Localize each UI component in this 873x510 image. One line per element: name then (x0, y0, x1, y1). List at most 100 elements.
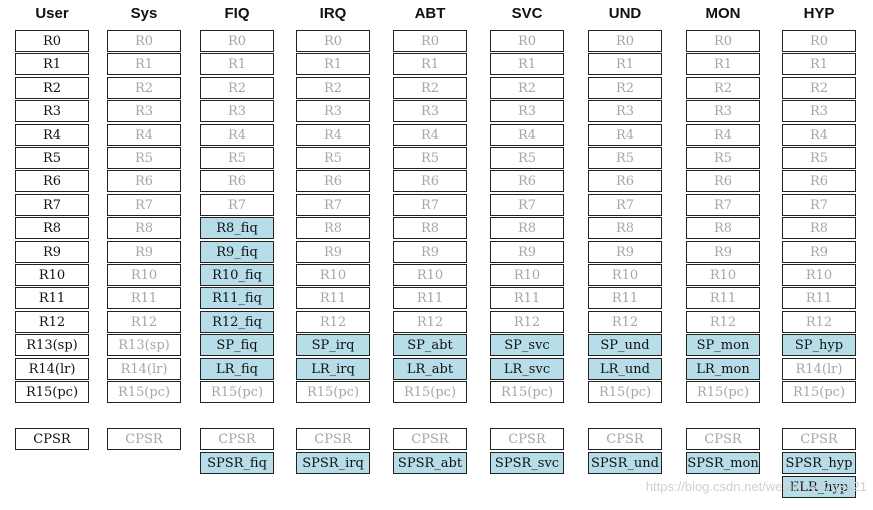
register-cell: R10_fiq (200, 264, 274, 286)
register-cell: R8 (588, 217, 662, 239)
cpsr-cell: CPSR (296, 428, 370, 450)
register-cell: R11 (490, 287, 564, 309)
register-cell: R11 (588, 287, 662, 309)
register-cell: R4 (393, 124, 467, 146)
register-cell: R4 (15, 124, 89, 146)
register-cell: R13(sp) (15, 334, 89, 356)
register-cell: R15(pc) (200, 381, 274, 403)
register-cell: R7 (782, 194, 856, 216)
register-cell: R12 (782, 311, 856, 333)
register-cell: R9 (490, 241, 564, 263)
register-cell: R1 (490, 53, 564, 75)
register-cell: R4 (107, 124, 181, 146)
mode-header: SVC (511, 5, 543, 22)
register-cell: R14(lr) (15, 358, 89, 380)
register-cell: R5 (296, 147, 370, 169)
register-cell: R2 (200, 77, 274, 99)
register-cell: R6 (490, 170, 564, 192)
status-register-cell: SPSR_hyp (782, 452, 856, 474)
register-cell: LR_svc (490, 358, 564, 380)
register-cell: R8 (393, 217, 467, 239)
register-cell: R0 (686, 30, 760, 52)
register-cell: R9 (393, 241, 467, 263)
register-cell: R1 (686, 53, 760, 75)
status-register-cell: SPSR_fiq (200, 452, 274, 474)
mode-header: IRQ (319, 5, 347, 22)
register-cell: R3 (200, 100, 274, 122)
register-cell: R1 (200, 53, 274, 75)
register-cell: R10 (107, 264, 181, 286)
register-cell: R7 (15, 194, 89, 216)
register-cell: R10 (15, 264, 89, 286)
status-register-cell: SPSR_und (588, 452, 662, 474)
mode-header: ABT (414, 5, 446, 22)
watermark: https://blog.csdn.net/weixin_40763421 (645, 479, 867, 494)
register-cell: R0 (782, 30, 856, 52)
register-cell: R3 (686, 100, 760, 122)
register-cell: R11 (107, 287, 181, 309)
register-cell: R1 (393, 53, 467, 75)
register-cell: R3 (107, 100, 181, 122)
register-cell: R11_fiq (200, 287, 274, 309)
register-cell: R1 (107, 53, 181, 75)
register-cell: LR_mon (686, 358, 760, 380)
status-register-cell: SPSR_abt (393, 452, 467, 474)
register-cell: SP_svc (490, 334, 564, 356)
register-cell: R5 (15, 147, 89, 169)
register-cell: R6 (686, 170, 760, 192)
register-cell: R6 (107, 170, 181, 192)
register-cell: R2 (393, 77, 467, 99)
register-cell: R1 (15, 53, 89, 75)
cpsr-cell: CPSR (588, 428, 662, 450)
register-cell: R3 (296, 100, 370, 122)
register-cell: R3 (490, 100, 564, 122)
register-cell: R2 (782, 77, 856, 99)
register-cell: R5 (686, 147, 760, 169)
register-cell: R3 (782, 100, 856, 122)
register-cell: R2 (490, 77, 564, 99)
register-cell: R11 (686, 287, 760, 309)
register-cell: R8 (15, 217, 89, 239)
register-cell: R10 (588, 264, 662, 286)
register-cell: LR_fiq (200, 358, 274, 380)
mode-header: UND (608, 5, 642, 22)
register-cell: R4 (490, 124, 564, 146)
cpsr-cell: CPSR (107, 428, 181, 450)
register-cell: R11 (296, 287, 370, 309)
register-cell: R15(pc) (393, 381, 467, 403)
register-cell: R10 (686, 264, 760, 286)
register-cell: R9 (686, 241, 760, 263)
register-cell: R13(sp) (107, 334, 181, 356)
register-cell: R15(pc) (296, 381, 370, 403)
register-cell: R5 (200, 147, 274, 169)
register-cell: R7 (686, 194, 760, 216)
register-cell: R8 (686, 217, 760, 239)
register-cell: R15(pc) (686, 381, 760, 403)
register-cell: R8_fiq (200, 217, 274, 239)
register-cell: R2 (686, 77, 760, 99)
register-cell: R7 (200, 194, 274, 216)
register-cell: R12 (107, 311, 181, 333)
register-cell: R2 (15, 77, 89, 99)
register-cell: R9 (588, 241, 662, 263)
register-cell: R15(pc) (782, 381, 856, 403)
register-cell: LR_und (588, 358, 662, 380)
register-cell: R6 (200, 170, 274, 192)
register-cell: R11 (15, 287, 89, 309)
register-cell: R5 (588, 147, 662, 169)
mode-header: MON (705, 5, 741, 22)
mode-header: Sys (130, 5, 158, 22)
register-cell: SP_fiq (200, 334, 274, 356)
register-cell: R12 (686, 311, 760, 333)
register-cell: R10 (393, 264, 467, 286)
register-cell: R4 (296, 124, 370, 146)
register-cell: R8 (296, 217, 370, 239)
status-register-cell: ELR_hyp (782, 476, 856, 498)
register-cell: R3 (588, 100, 662, 122)
mode-header: HYP (803, 5, 835, 22)
register-cell: R10 (296, 264, 370, 286)
register-cell: R7 (490, 194, 564, 216)
register-cell: R7 (107, 194, 181, 216)
register-cell: R11 (782, 287, 856, 309)
register-cell: R12 (588, 311, 662, 333)
